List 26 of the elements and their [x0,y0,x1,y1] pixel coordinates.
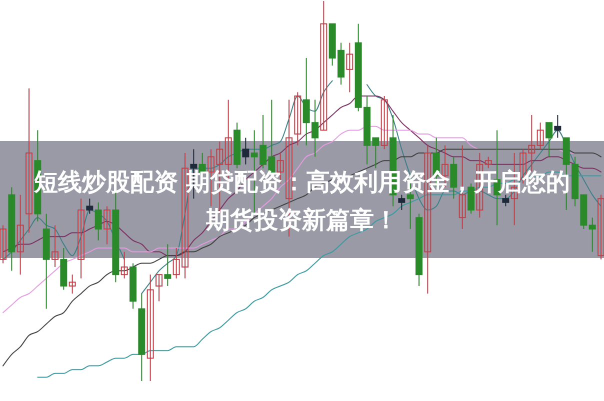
candlestick [68,274,76,294]
candlestick [320,0,328,131]
candlestick [598,194,604,260]
candlestick [380,96,388,150]
candlestick [484,156,492,169]
candlestick [294,92,302,146]
candlestick [398,194,406,210]
candlestick [536,122,544,150]
candlestick [146,274,154,382]
candlestick [588,217,596,252]
candlestick [78,198,84,279]
candlestick [16,194,24,276]
candlestick [164,244,172,286]
candlestick [52,224,58,268]
candlestick [26,88,32,234]
candlestick [156,274,162,302]
candlestick [94,202,102,241]
candlestick [86,198,94,214]
candlestick [0,224,6,264]
candlestick [104,206,110,245]
candlestick [546,122,552,158]
candlestick [242,137,250,165]
candlestick [554,114,562,138]
candlestick [502,194,510,207]
candlestick [346,42,354,93]
candlestick [120,251,128,279]
